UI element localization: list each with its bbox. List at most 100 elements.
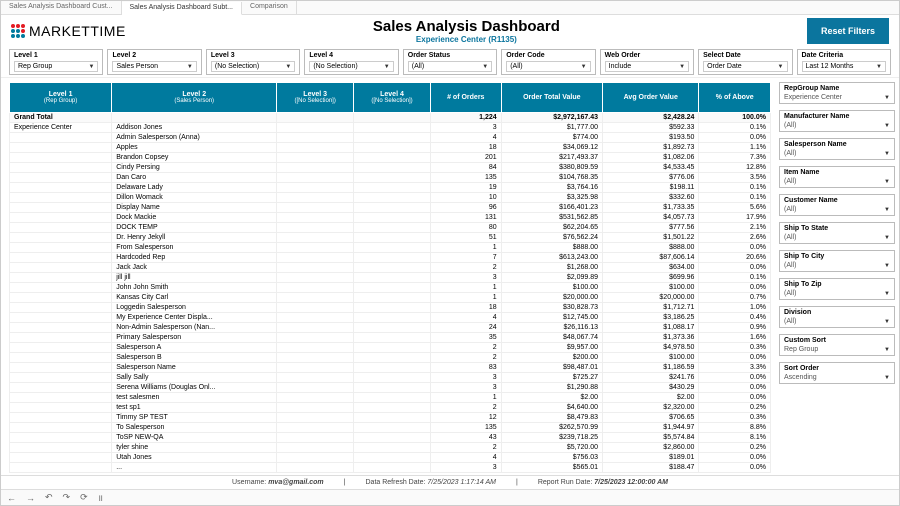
col-header[interactable]: Level 4([No Selection]): [354, 83, 431, 113]
page-title: Sales Analysis Dashboard: [373, 18, 560, 35]
table-row[interactable]: tyler shine2$5,720.00$2,860.000.2%: [10, 443, 771, 453]
grand-total-row: Grand Total1,224$2,972,167.43$2,428.2410…: [10, 113, 771, 123]
side-filter-dropdown[interactable]: (All)▼: [784, 206, 890, 213]
filter-dropdown[interactable]: (All)▼: [408, 61, 492, 72]
filter-dropdown[interactable]: (No Selection)▼: [211, 61, 295, 72]
table-row[interactable]: To Salesperson135$262,570.99$1,944.978.8…: [10, 423, 771, 433]
table-row[interactable]: Cindy Persing84$380,809.59$4,533.4512.8%: [10, 163, 771, 173]
table-row[interactable]: Experience CenterAddison Jones3$1,777.00…: [10, 123, 771, 133]
col-header[interactable]: Avg Order Value: [603, 83, 699, 113]
sheet-tab[interactable]: Sales Analysis Dashboard Cust...: [1, 1, 122, 14]
side-filter-dropdown[interactable]: (All)▼: [784, 150, 890, 157]
side-filter-ship-to-city: Ship To City(All)▼: [779, 250, 895, 272]
filter-dropdown[interactable]: Order Date▼: [703, 61, 787, 72]
data-grid: Level 1(Rep Group)Level 2(Sales Person)L…: [9, 82, 771, 473]
side-filter-dropdown[interactable]: (All)▼: [784, 262, 890, 269]
data-grid-wrap[interactable]: Level 1(Rep Group)Level 2(Sales Person)L…: [1, 78, 779, 475]
filter-dropdown[interactable]: (No Selection)▼: [309, 61, 393, 72]
col-header[interactable]: Level 1(Rep Group): [10, 83, 112, 113]
filter-dropdown[interactable]: Last 12 Months▼: [802, 61, 886, 72]
back-icon[interactable]: ←: [7, 493, 16, 503]
table-row[interactable]: Dillon Womack10$3,325.98$332.600.1%: [10, 193, 771, 203]
side-filter-dropdown[interactable]: Ascending▼: [784, 374, 890, 381]
table-row[interactable]: Dr. Henry Jekyll51$76,562.24$1,501.222.6…: [10, 233, 771, 243]
table-row[interactable]: Delaware Lady19$3,764.16$198.110.1%: [10, 183, 771, 193]
side-filter-dropdown[interactable]: (All)▼: [784, 318, 890, 325]
sheet-tab[interactable]: Sales Analysis Dashboard Subt...: [122, 2, 243, 15]
chevron-down-icon: ▼: [884, 263, 890, 269]
side-filter-dropdown[interactable]: Rep Group▼: [784, 346, 890, 353]
reset-filters-button[interactable]: Reset Filters: [807, 18, 889, 44]
logo: MARKETTIME: [11, 23, 126, 39]
col-header[interactable]: Order Total Value: [501, 83, 602, 113]
table-row[interactable]: DOCK TEMP80$62,204.65$777.562.1%: [10, 223, 771, 233]
table-row[interactable]: ...3$565.01$188.470.0%: [10, 463, 771, 473]
col-header[interactable]: Level 3([No Selection]): [277, 83, 354, 113]
chevron-down-icon: ▼: [884, 179, 890, 185]
refresh-icon[interactable]: ⟳: [80, 492, 88, 503]
table-row[interactable]: Sally Sally3$725.27$241.760.0%: [10, 373, 771, 383]
side-filter-dropdown[interactable]: Experience Center▼: [784, 94, 890, 101]
chevron-down-icon: ▼: [285, 64, 291, 70]
table-row[interactable]: Kansas City Carl1$20,000.00$20,000.000.7…: [10, 293, 771, 303]
table-row[interactable]: Timmy SP TEST12$8,479.83$706.650.3%: [10, 413, 771, 423]
side-filter-division: Division(All)▼: [779, 306, 895, 328]
table-row[interactable]: From Salesperson1$888.00$888.000.0%: [10, 243, 771, 253]
filter-dropdown[interactable]: Rep Group▼: [14, 61, 98, 72]
side-filter-item-name: Item Name(All)▼: [779, 166, 895, 188]
table-row[interactable]: Primary Salesperson35$48,067.74$1,373.36…: [10, 333, 771, 343]
table-row[interactable]: Salesperson A2$9,957.00$4,978.500.3%: [10, 343, 771, 353]
col-header[interactable]: % of Above: [699, 83, 771, 113]
forward-icon[interactable]: →: [26, 493, 35, 503]
chevron-down-icon: ▼: [187, 64, 193, 70]
table-row[interactable]: Hardcoded Rep7$613,243.00$87,606.1420.6%: [10, 253, 771, 263]
filter-dropdown[interactable]: (All)▼: [506, 61, 590, 72]
pause-icon[interactable]: ॥: [98, 491, 103, 504]
chevron-down-icon: ▼: [88, 64, 94, 70]
col-header[interactable]: Level 2(Sales Person): [112, 83, 277, 113]
table-row[interactable]: Dock Mackie131$531,562.85$4,057.7317.9%: [10, 213, 771, 223]
table-row[interactable]: test salesmen1$2.00$2.000.0%: [10, 393, 771, 403]
table-row[interactable]: test sp12$4,640.00$2,320.000.2%: [10, 403, 771, 413]
table-row[interactable]: Salesperson Name83$98,487.01$1,186.593.3…: [10, 363, 771, 373]
table-row[interactable]: My Experience Center Displa...4$12,745.0…: [10, 313, 771, 323]
table-row[interactable]: jill jill3$2,099.89$699.960.1%: [10, 273, 771, 283]
table-row[interactable]: Apples18$34,069.12$1,892.731.1%: [10, 143, 771, 153]
filter-dropdown[interactable]: Sales Person▼: [112, 61, 196, 72]
table-row[interactable]: Brandon Copsey201$217,493.37$1,082.067.3…: [10, 153, 771, 163]
filter-dropdown[interactable]: Include▼: [605, 61, 689, 72]
status-refresh: Data Refresh Date: 7/25/2023 1:17:14 AM: [366, 479, 497, 486]
side-filter-salesperson-name: Salesperson Name(All)▼: [779, 138, 895, 160]
table-row[interactable]: Serena Williams (Douglas Onl...3$1,290.8…: [10, 383, 771, 393]
side-filter-dropdown[interactable]: (All)▼: [784, 178, 890, 185]
side-filter-dropdown[interactable]: (All)▼: [784, 234, 890, 241]
side-filter-dropdown[interactable]: (All)▼: [784, 122, 890, 129]
table-row[interactable]: Utah Jones4$756.03$189.010.0%: [10, 453, 771, 463]
undo-icon[interactable]: ↶: [45, 492, 53, 503]
col-header[interactable]: # of Orders: [430, 83, 501, 113]
table-row[interactable]: Salesperson B2$200.00$100.000.0%: [10, 353, 771, 363]
table-row[interactable]: ToSP NEW-QA43$239,718.25$5,574.848.1%: [10, 433, 771, 443]
logo-text: MARKETTIME: [29, 23, 126, 39]
table-row[interactable]: John John Smith1$100.00$100.000.0%: [10, 283, 771, 293]
title-block: Sales Analysis Dashboard Experience Cent…: [373, 18, 560, 44]
table-row[interactable]: Dan Caro135$104,768.35$776.063.5%: [10, 173, 771, 183]
redo-icon[interactable]: ↷: [63, 492, 71, 503]
side-filter-manufacturer-name: Manufacturer Name(All)▼: [779, 110, 895, 132]
chevron-down-icon: ▼: [884, 347, 890, 353]
table-row[interactable]: Loggedin Salesperson18$30,828.73$1,712.7…: [10, 303, 771, 313]
chevron-down-icon: ▼: [679, 64, 685, 70]
status-user: Username: mva@gmail.com: [232, 479, 324, 486]
table-row[interactable]: Non-Admin Salesperson (Nan...24$26,116.1…: [10, 323, 771, 333]
top-filters: Level 1Rep Group▼Level 2Sales Person▼Lev…: [1, 47, 899, 78]
filter-date-criteria: Date CriteriaLast 12 Months▼: [797, 49, 891, 75]
table-row[interactable]: Admin Salesperson (Anna)4$774.00$193.500…: [10, 133, 771, 143]
chevron-down-icon: ▼: [884, 291, 890, 297]
side-filter-dropdown[interactable]: (All)▼: [784, 290, 890, 297]
table-row[interactable]: Jack Jack2$1,268.00$634.000.0%: [10, 263, 771, 273]
side-filter-ship-to-state: Ship To State(All)▼: [779, 222, 895, 244]
table-row[interactable]: Display Name96$166,401.23$1,733.355.6%: [10, 203, 771, 213]
filter-level-3: Level 3(No Selection)▼: [206, 49, 300, 75]
sheet-tab[interactable]: Comparison: [242, 1, 297, 14]
filter-level-2: Level 2Sales Person▼: [107, 49, 201, 75]
